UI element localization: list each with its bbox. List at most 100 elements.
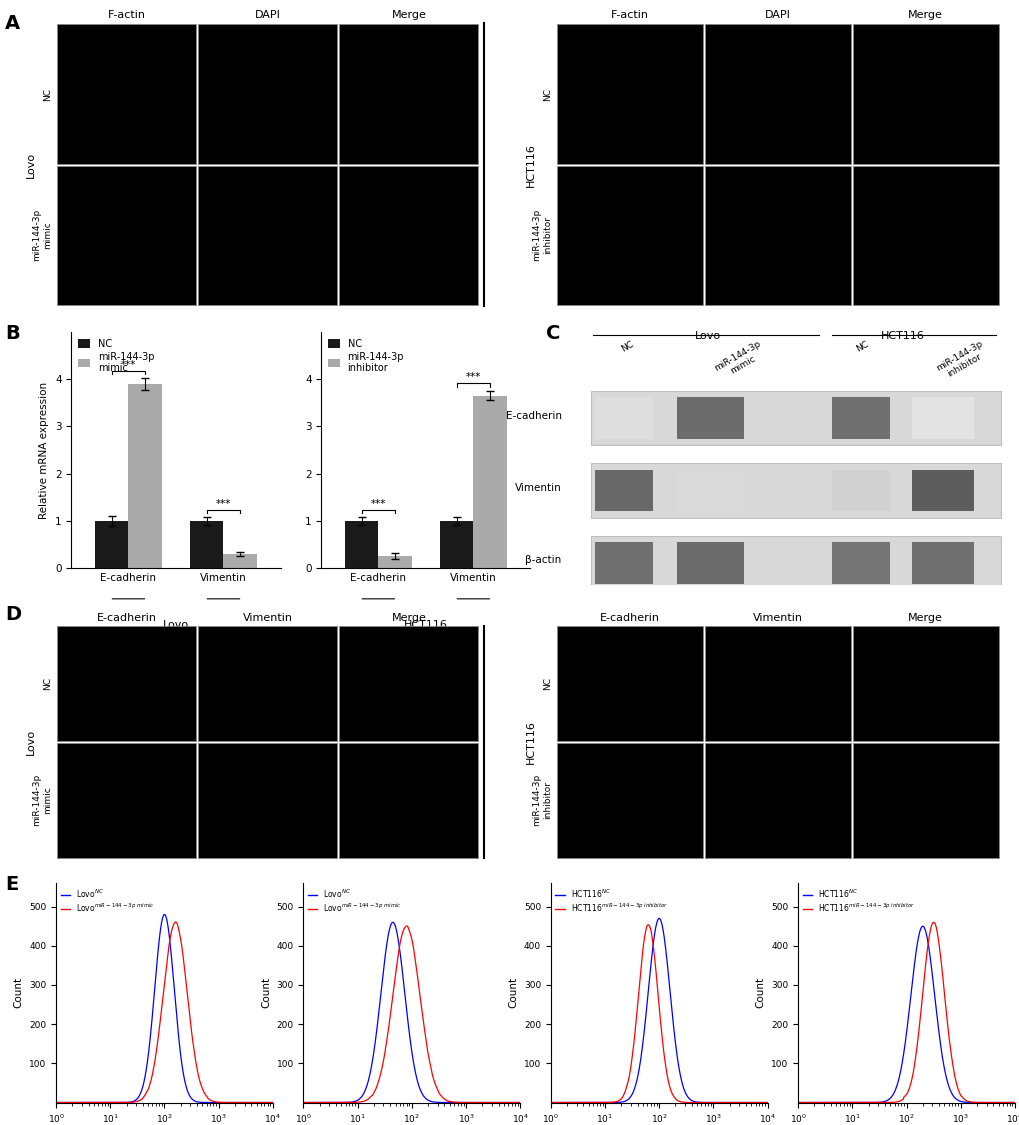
Bar <box>339 25 478 164</box>
Bar <box>198 627 337 741</box>
Text: miR-144-3p
mimic: miR-144-3p mimic <box>33 209 52 261</box>
Text: F-actin: F-actin <box>108 10 146 20</box>
Text: A: A <box>5 15 20 34</box>
Bar <box>590 390 1000 446</box>
Bar <box>556 25 702 164</box>
Text: E-cadherin: E-cadherin <box>599 612 659 622</box>
Text: HCT116: HCT116 <box>525 143 535 187</box>
Bar <box>852 165 998 305</box>
Text: Merge: Merge <box>907 612 943 622</box>
Bar <box>832 470 890 511</box>
Text: NC: NC <box>43 677 52 691</box>
Bar <box>852 627 998 741</box>
Text: NC: NC <box>43 88 52 100</box>
Bar <box>556 742 702 857</box>
Legend: NC, miR-144-3p
inhibitor: NC, miR-144-3p inhibitor <box>326 336 406 375</box>
Bar <box>832 397 890 439</box>
Text: DAPI: DAPI <box>255 10 280 20</box>
Text: NC: NC <box>619 340 635 353</box>
Bar <box>223 554 257 568</box>
Bar <box>911 397 973 439</box>
Text: Lovo: Lovo <box>25 152 36 178</box>
Bar <box>704 627 850 741</box>
Text: Vimentin: Vimentin <box>243 612 292 622</box>
Text: ***: *** <box>120 360 136 370</box>
Text: miR-144-3p
inhibitor: miR-144-3p inhibitor <box>532 774 551 827</box>
Text: B: B <box>5 324 19 343</box>
Bar <box>339 165 478 305</box>
Text: Lovo: Lovo <box>25 729 36 755</box>
Bar <box>473 396 506 568</box>
Text: HCT116: HCT116 <box>880 332 924 341</box>
Bar <box>198 165 337 305</box>
Y-axis label: Relative mRNA expression: Relative mRNA expression <box>40 381 50 519</box>
Text: D: D <box>5 605 21 624</box>
Bar <box>704 165 850 305</box>
Text: miR-144-3p
inhibitor: miR-144-3p inhibitor <box>933 340 988 383</box>
Bar <box>594 397 652 439</box>
Bar <box>95 521 128 568</box>
Bar <box>57 627 196 741</box>
Bar <box>57 165 196 305</box>
Y-axis label: Count: Count <box>13 978 23 1008</box>
Text: Merge: Merge <box>391 10 426 20</box>
Bar <box>677 397 743 439</box>
Bar <box>339 627 478 741</box>
Bar <box>594 542 652 584</box>
Bar <box>704 25 850 164</box>
Text: β-actin: β-actin <box>525 556 561 566</box>
Bar <box>556 165 702 305</box>
Bar <box>590 464 1000 518</box>
Legend: Lovo$^{NC}$, Lovo$^{miR-144-3p\ mimic}$: Lovo$^{NC}$, Lovo$^{miR-144-3p\ mimic}$ <box>60 886 155 915</box>
Text: DAPI: DAPI <box>764 10 790 20</box>
Text: E: E <box>5 875 18 894</box>
Bar <box>911 470 973 511</box>
Bar <box>57 25 196 164</box>
Bar <box>57 742 196 857</box>
Bar <box>439 521 473 568</box>
Text: Merge: Merge <box>391 612 426 622</box>
Bar <box>339 742 478 857</box>
Bar <box>704 742 850 857</box>
Bar <box>590 536 1000 591</box>
Legend: HCT116$^{NC}$, HCT116$^{miR-144-3p\ inhibitor}$: HCT116$^{NC}$, HCT116$^{miR-144-3p\ inhi… <box>801 886 915 915</box>
Bar <box>556 627 702 741</box>
Text: E-cadherin: E-cadherin <box>97 612 157 622</box>
Text: ***: *** <box>216 498 231 508</box>
Text: Lovo: Lovo <box>694 332 720 341</box>
Text: Merge: Merge <box>907 10 943 20</box>
Bar <box>832 542 890 584</box>
Text: C: C <box>545 324 559 343</box>
Text: miR-144-3p
mimic: miR-144-3p mimic <box>712 340 766 383</box>
Bar <box>128 384 162 568</box>
Legend: NC, miR-144-3p
mimic: NC, miR-144-3p mimic <box>76 336 156 375</box>
Text: Vimentin: Vimentin <box>515 483 561 493</box>
Bar <box>852 742 998 857</box>
Text: E-cadherin: E-cadherin <box>505 411 561 421</box>
Y-axis label: Count: Count <box>507 978 518 1008</box>
Text: NC: NC <box>854 340 869 353</box>
Bar <box>677 542 743 584</box>
Text: miR-144-3p
inhibitor: miR-144-3p inhibitor <box>532 209 551 261</box>
Bar <box>198 25 337 164</box>
Y-axis label: Count: Count <box>261 978 271 1008</box>
Text: NC: NC <box>542 677 551 691</box>
Bar <box>911 542 973 584</box>
Text: NC: NC <box>542 88 551 100</box>
Text: Lovo: Lovo <box>163 620 189 630</box>
Bar <box>852 25 998 164</box>
Bar <box>677 470 743 511</box>
Text: F-actin: F-actin <box>610 10 648 20</box>
Bar <box>198 742 337 857</box>
Text: HCT116: HCT116 <box>525 720 535 764</box>
Text: HCT116: HCT116 <box>404 620 447 630</box>
Bar <box>594 470 652 511</box>
Bar <box>344 521 378 568</box>
Bar <box>378 556 412 568</box>
Legend: HCT116$^{NC}$, HCT116$^{miR-144-3p\ inhibitor}$: HCT116$^{NC}$, HCT116$^{miR-144-3p\ inhi… <box>554 886 667 915</box>
Text: ***: *** <box>370 498 385 508</box>
Text: ***: *** <box>466 372 481 382</box>
Bar <box>190 521 223 568</box>
Y-axis label: Count: Count <box>755 978 765 1008</box>
Legend: Lovo$^{NC}$, Lovo$^{miR-144-3p\ mimic}$: Lovo$^{NC}$, Lovo$^{miR-144-3p\ mimic}$ <box>307 886 403 915</box>
